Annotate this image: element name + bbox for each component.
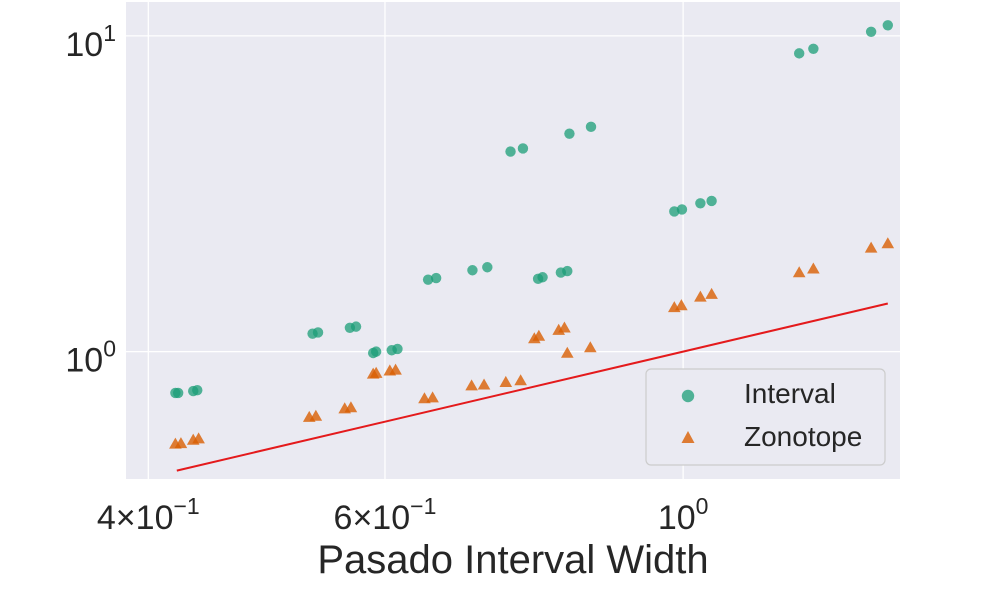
interval-point bbox=[585, 121, 597, 133]
interval-point bbox=[808, 43, 819, 54]
interval-point bbox=[676, 204, 688, 215]
interval-point bbox=[312, 327, 324, 338]
reference-line bbox=[176, 302, 889, 472]
legend-label-interval: Interval bbox=[744, 378, 836, 409]
zonotope-point bbox=[532, 329, 546, 341]
legend-marker-interval bbox=[681, 389, 695, 403]
interval-point bbox=[192, 384, 203, 396]
interval-point bbox=[172, 387, 184, 399]
zonotope-point bbox=[560, 346, 574, 358]
interval-point bbox=[422, 274, 434, 285]
zonotope-point bbox=[192, 432, 205, 444]
interval-point bbox=[370, 346, 382, 357]
x-axis-title: Pasado Interval Width bbox=[317, 538, 708, 582]
zonotope-point bbox=[477, 378, 491, 390]
x-tick-label: 100 bbox=[658, 493, 709, 537]
data-points bbox=[169, 20, 895, 449]
interval-point bbox=[564, 128, 575, 139]
zonotope-point bbox=[499, 375, 513, 387]
zonotope-point bbox=[389, 363, 402, 375]
interval-point bbox=[882, 20, 893, 31]
y-tick-labels: 100 101 bbox=[65, 20, 116, 380]
interval-point bbox=[482, 262, 493, 273]
interval-point bbox=[467, 265, 478, 276]
x-tick-labels: 4×10−1 6×10−1 100 bbox=[97, 493, 709, 537]
zonotope-point bbox=[369, 366, 383, 378]
zonotope-point bbox=[864, 241, 878, 253]
zonotope-point bbox=[174, 437, 188, 449]
interval-point bbox=[517, 143, 529, 154]
interval-point bbox=[392, 343, 403, 355]
zonotope-point bbox=[694, 290, 707, 302]
zonotope-point bbox=[675, 299, 688, 311]
interval-point bbox=[430, 272, 442, 284]
legend-marker-zonotope bbox=[681, 431, 695, 443]
zonotope-point bbox=[792, 266, 806, 278]
series-zonotope bbox=[169, 237, 895, 449]
zonotope-point bbox=[426, 391, 439, 403]
interval-point bbox=[706, 195, 717, 207]
legend-label-zonotope: Zonotope bbox=[744, 421, 862, 452]
y-tick-label: 100 bbox=[65, 336, 116, 380]
zonotope-point bbox=[514, 374, 527, 386]
interval-point bbox=[350, 321, 362, 332]
interval-point bbox=[793, 48, 805, 59]
zonotope-point bbox=[705, 287, 718, 299]
zonotope-point bbox=[309, 409, 323, 421]
zonotope-point bbox=[558, 321, 571, 333]
y-grid bbox=[126, 35, 900, 353]
x-tick-label: 4×10−1 bbox=[97, 493, 200, 537]
interval-point bbox=[695, 198, 706, 209]
legend-box bbox=[645, 368, 886, 466]
interval-point bbox=[865, 26, 877, 37]
interval-point bbox=[562, 265, 573, 277]
reference-line-layer bbox=[176, 302, 889, 472]
zonotope-point bbox=[465, 379, 478, 391]
zonotope-point bbox=[584, 341, 597, 353]
zonotope-point bbox=[881, 237, 895, 249]
legend: Interval Zonotope bbox=[645, 368, 886, 466]
interval-point bbox=[537, 272, 548, 283]
zonotope-point bbox=[344, 401, 358, 413]
x-tick-label: 6×10−1 bbox=[334, 493, 437, 537]
zonotope-point bbox=[807, 262, 820, 274]
y-tick-label: 101 bbox=[65, 20, 116, 64]
interval-point bbox=[505, 146, 516, 157]
series-interval bbox=[170, 20, 893, 399]
